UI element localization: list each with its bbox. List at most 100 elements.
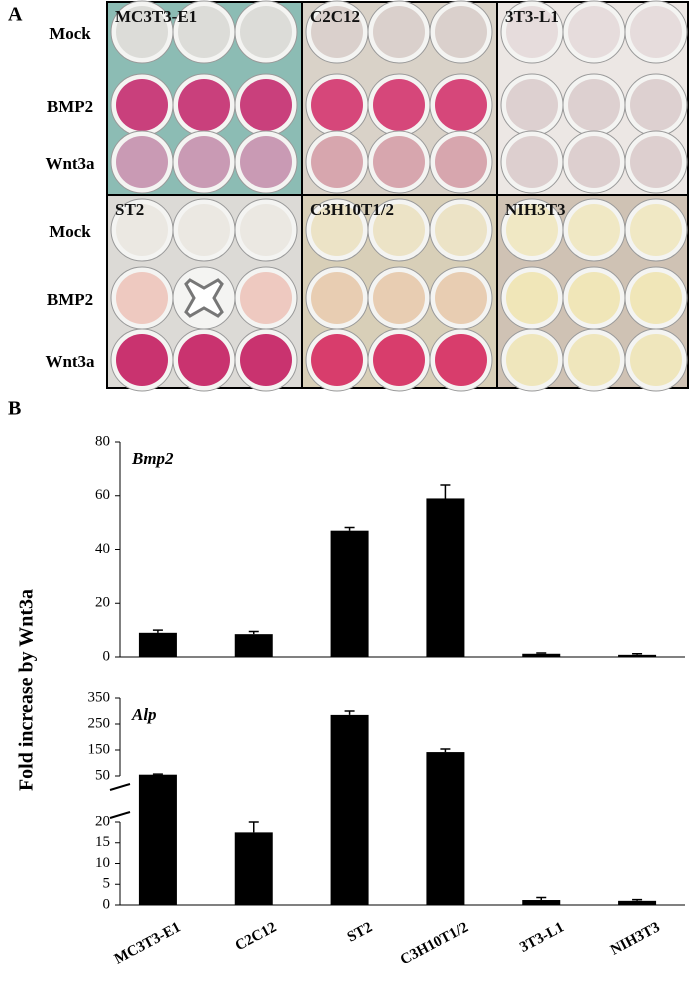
row-label: Wnt3a	[45, 154, 95, 173]
well	[630, 79, 682, 131]
y-tick-label: 50	[95, 767, 110, 783]
error-bar	[536, 652, 547, 654]
x-tick-label: ST2	[345, 919, 375, 945]
well	[506, 272, 558, 324]
y-tick-label: 20	[95, 595, 110, 611]
well	[116, 79, 168, 131]
error-bar	[536, 896, 547, 901]
well	[435, 334, 487, 386]
error-bar	[632, 653, 643, 655]
well	[506, 136, 558, 188]
chart-title: Bmp2	[131, 449, 174, 468]
well	[116, 6, 168, 58]
y-tick-label: 250	[88, 715, 111, 731]
well	[373, 272, 425, 324]
well	[311, 272, 363, 324]
error-bar	[344, 526, 355, 531]
bar	[138, 774, 177, 905]
well	[568, 272, 620, 324]
plate-label: MC3T3-E1	[115, 7, 197, 26]
well	[435, 6, 487, 58]
plate-label: C2C12	[310, 7, 360, 26]
x-tick-label: C2C12	[233, 919, 280, 954]
well	[116, 272, 168, 324]
well	[506, 79, 558, 131]
well	[373, 6, 425, 58]
well	[506, 6, 558, 58]
bar	[426, 752, 465, 905]
y-tick-label: 10	[95, 855, 110, 871]
error-bar	[248, 630, 259, 635]
row-label: Wnt3a	[45, 352, 95, 371]
plate-label: 3T3-L1	[505, 7, 559, 26]
bar	[522, 653, 561, 657]
error-bar	[440, 748, 451, 753]
y-tick-label: 0	[103, 648, 111, 664]
well	[240, 334, 292, 386]
bar	[522, 900, 561, 905]
well	[373, 334, 425, 386]
missing-well-mark	[184, 278, 224, 318]
x-tick-label: NIH3T3	[608, 919, 663, 958]
bar	[426, 498, 465, 657]
y-axis-label: Fold increase by Wnt3a	[16, 589, 38, 791]
well	[116, 334, 168, 386]
well	[311, 6, 363, 58]
well	[178, 79, 230, 131]
well	[240, 204, 292, 256]
plate-label: C3H10T1/2	[310, 200, 394, 219]
x-tick-label: MC3T3-E1	[112, 919, 184, 967]
well	[240, 79, 292, 131]
bar	[618, 900, 657, 905]
y-tick-label: 20	[95, 813, 110, 829]
y-tick-label: 60	[95, 487, 110, 503]
bar	[330, 714, 369, 905]
well	[240, 136, 292, 188]
well	[373, 204, 425, 256]
row-label: Mock	[49, 24, 91, 43]
row-label: BMP2	[47, 290, 93, 309]
y-tick-label: 80	[95, 433, 110, 449]
well	[630, 334, 682, 386]
well	[568, 204, 620, 256]
well	[568, 6, 620, 58]
well	[435, 79, 487, 131]
plate-label: NIH3T3	[505, 200, 565, 219]
error-bar	[152, 773, 163, 775]
well	[311, 204, 363, 256]
well	[435, 136, 487, 188]
bar	[234, 634, 273, 657]
error-bar	[152, 629, 163, 633]
error-bar	[440, 484, 451, 499]
well	[506, 204, 558, 256]
well	[435, 204, 487, 256]
well	[178, 136, 230, 188]
well	[630, 136, 682, 188]
well	[630, 204, 682, 256]
well	[178, 204, 230, 256]
well	[373, 79, 425, 131]
well	[630, 272, 682, 324]
panel-label: B	[8, 398, 21, 420]
well	[311, 136, 363, 188]
y-tick-label: 40	[95, 541, 110, 557]
error-bar	[248, 821, 259, 833]
well	[311, 334, 363, 386]
well	[178, 6, 230, 58]
well	[240, 272, 292, 324]
well	[506, 334, 558, 386]
row-label: Mock	[49, 222, 91, 241]
well	[630, 6, 682, 58]
row-label: BMP2	[47, 97, 93, 116]
y-tick-label: 150	[88, 741, 111, 757]
plate-label: ST2	[115, 200, 144, 219]
well	[116, 136, 168, 188]
well	[435, 272, 487, 324]
well	[373, 136, 425, 188]
x-tick-label: 3T3-L1	[517, 919, 566, 955]
chart-title: Alp	[131, 705, 157, 724]
well	[178, 334, 230, 386]
well	[568, 136, 620, 188]
